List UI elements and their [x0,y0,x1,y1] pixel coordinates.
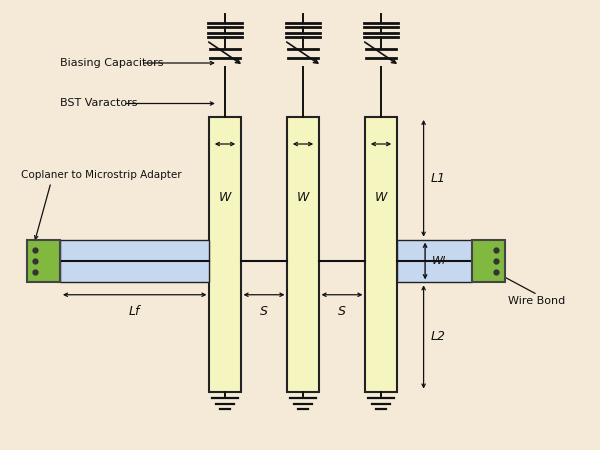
Text: W: W [219,192,231,204]
Bar [27,239,60,283]
Text: BST Varactors: BST Varactors [60,99,137,108]
Text: Wl: Wl [432,256,446,266]
Bar [472,239,505,283]
Bar [209,117,241,392]
Bar [60,239,209,283]
Text: L2: L2 [431,330,446,343]
Bar [365,117,397,392]
Text: Wire Bond: Wire Bond [508,297,565,306]
Text: Coplaner to Microstrip Adapter: Coplaner to Microstrip Adapter [21,171,182,180]
Text: Biasing Capacitors: Biasing Capacitors [60,58,163,68]
Text: S: S [338,305,346,318]
Bar [287,117,319,392]
Text: W: W [375,192,387,204]
Text: L1: L1 [431,172,446,185]
Text: Lf: Lf [129,305,140,318]
Bar [397,239,472,283]
Text: W: W [297,192,309,204]
Text: S: S [260,305,268,318]
